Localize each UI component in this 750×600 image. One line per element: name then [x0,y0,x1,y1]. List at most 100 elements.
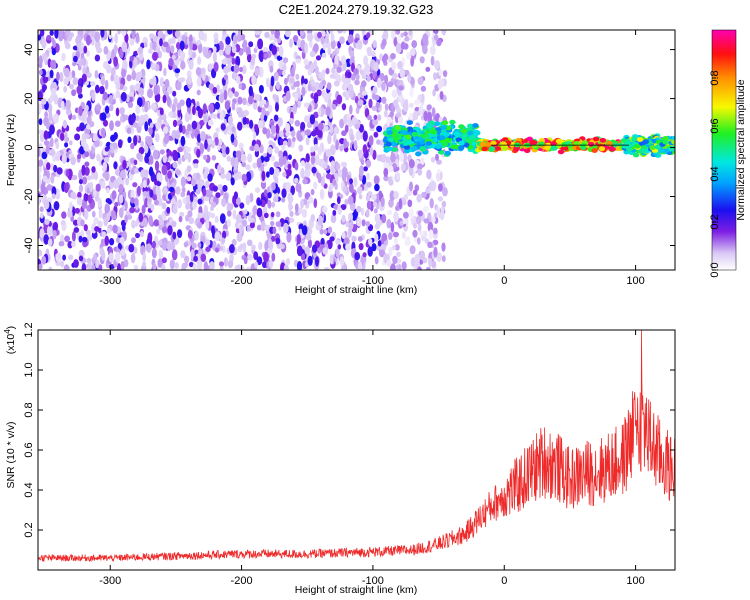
spectrogram-point [113,44,118,54]
spectrogram-point [218,261,225,267]
spectrogram-point [40,183,46,195]
spectrogram-point [161,226,168,233]
spectrogram-x-tick-label: 0 [501,275,507,287]
spectrogram-point [391,147,398,153]
spectrogram-point [149,78,156,85]
spectrogram-point [181,125,186,135]
spectrogram-point [374,233,379,243]
spectrogram-point [408,208,414,219]
spectrogram-point [168,57,174,67]
spectrogram-point [103,217,108,227]
spectrogram-point [419,146,426,152]
spectrogram-point [270,75,275,87]
spectrogram-point [158,219,165,226]
spectrogram-point [357,99,364,106]
spectrogram-point [105,204,111,213]
spectrogram-point [194,230,199,241]
spectrogram-point [147,88,153,99]
spectrogram-point [271,182,276,191]
spectrogram-point [381,213,387,224]
spectrogram-point [106,187,110,194]
spectrogram-point [414,254,421,264]
spectrogram-point [443,137,451,143]
spectrogram-point [167,30,173,35]
spectrogram-point [435,206,441,215]
spectrogram-point [138,146,145,155]
spectrogram-point [277,37,281,44]
spectrogram-point [356,205,362,213]
spectrogram-point [94,171,98,181]
spectrogram-point [650,138,658,144]
spectrogram-point [318,122,324,131]
spectrogram-point [434,59,441,71]
spectrogram-point [256,224,262,231]
spectrogram-point [313,43,319,53]
spectrogram-point [53,201,60,211]
spectrogram-point [38,197,41,206]
spectrogram-point [56,167,63,175]
spectrogram-point [258,242,263,251]
spectrogram-point [450,144,457,150]
spectrogram-point [408,112,414,121]
spectrogram-point [168,155,172,162]
spectrogram-point [249,221,255,229]
spectrogram-point [170,45,175,54]
spectrogram-point [163,135,170,145]
spectrogram-point [193,255,199,262]
spectrogram-point [256,207,263,218]
spectrogram-point [339,145,344,152]
spectrogram-point [432,89,436,97]
spectrogram-point [464,138,472,143]
spectrogram-point [69,83,74,90]
spectrogram-point [42,175,48,183]
spectrogram-point [117,30,121,35]
spectrogram-point [38,173,41,180]
spectrogram-point [298,207,303,215]
spectrogram-point [59,72,64,83]
spectrogram-point [391,61,397,71]
spectrogram-point [103,45,109,55]
spectrogram-point [262,127,268,135]
spectrogram-point [279,138,284,146]
spectrogram-point [106,228,111,234]
spectrogram-point [235,197,241,206]
spectrogram-point [550,145,558,151]
spectrogram-point [39,30,45,37]
spectrogram-point [439,135,446,140]
spectrogram-point [202,103,207,115]
spectrogram-point [357,236,363,242]
spectrogram-point [388,246,393,256]
spectrogram-point [270,211,275,218]
spectrogram-point [325,173,332,180]
spectrogram-point [461,133,468,139]
spectrogram-point [146,59,151,70]
spectrogram-point [221,58,228,65]
spectrogram-point [56,71,60,82]
spectrogram-point [187,123,192,132]
spectrogram-point [152,149,159,160]
spectrogram-point [223,66,229,74]
spectrogram-point [377,114,382,121]
spectrogram-point [242,97,247,106]
spectrogram-point [214,247,220,253]
spectrogram-point [281,64,287,71]
spectrogram-point [334,80,340,87]
spectrogram-point [55,192,61,200]
spectrogram-point [50,59,56,69]
spectrogram-point [373,62,379,72]
spectrogram-point [341,232,346,239]
spectrogram-point [187,229,193,239]
spectrogram-point [191,178,197,187]
spectrogram-point [285,181,291,193]
spectrogram-point [538,141,545,147]
spectrogram-point [313,198,318,209]
spectrogram-point [591,148,598,154]
spectrogram-point [51,48,57,56]
spectrogram-point [226,129,233,135]
spectrogram-point [177,229,183,239]
spectrogram-point [154,160,160,172]
spectrogram-point [270,220,275,227]
spectrogram-point [274,114,279,122]
spectrogram-point [187,75,192,85]
spectrogram-point [364,108,370,118]
